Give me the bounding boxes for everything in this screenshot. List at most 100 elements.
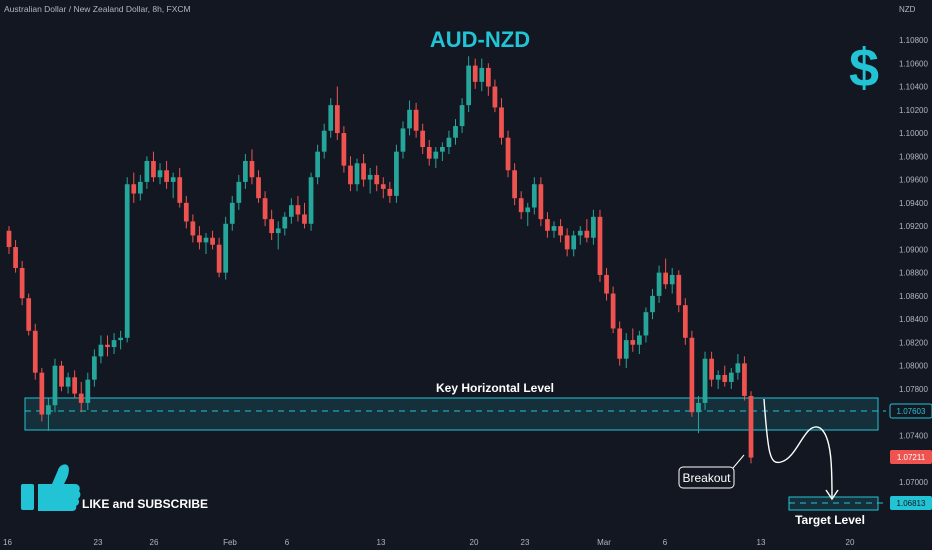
y-tick-label: 1.09800 (899, 152, 928, 161)
candle (440, 142, 445, 161)
candle (643, 307, 649, 343)
candle (13, 240, 18, 273)
candle-body (183, 202, 189, 222)
candle (380, 177, 386, 199)
candle (243, 153, 248, 189)
candle-body (551, 226, 557, 231)
candle (262, 191, 268, 227)
candle (229, 195, 235, 231)
candle-body (105, 344, 110, 348)
candle-body (709, 358, 714, 380)
candle (591, 209, 596, 245)
candle-body (65, 377, 71, 387)
projected-path (763, 398, 833, 498)
candle-body (151, 160, 156, 178)
candle-body (19, 267, 25, 299)
candle-body (433, 151, 439, 159)
candle-body (400, 128, 406, 152)
candle (466, 56, 472, 113)
candle (32, 323, 38, 380)
candle-body (485, 67, 491, 87)
candle (400, 121, 406, 159)
candle (702, 351, 708, 410)
candle-body (78, 393, 84, 403)
candle-body (111, 340, 117, 348)
candle-body (59, 365, 64, 387)
candle (131, 172, 137, 203)
y-tick-label: 1.09600 (899, 176, 928, 185)
candle (275, 221, 281, 250)
candle (676, 270, 682, 313)
candle (164, 160, 169, 189)
candle-body (577, 230, 583, 236)
candle (689, 330, 695, 417)
breakout-callout[interactable] (678, 466, 735, 489)
candle-body (669, 274, 675, 285)
candle (512, 163, 517, 206)
candle-body (334, 105, 340, 134)
candle-body (302, 214, 307, 224)
candle (157, 163, 163, 185)
candle (604, 267, 609, 301)
candle-body (387, 188, 393, 196)
key-level-zone[interactable] (24, 397, 879, 431)
price-axis[interactable]: 1.10800 1.10600 1.10400 1.10200 1.10000 1.098… (899, 36, 928, 487)
candle (39, 368, 45, 422)
y-tick-label: 1.09000 (899, 245, 928, 254)
candle (65, 372, 71, 394)
thumbs-up-icon[interactable] (21, 464, 81, 511)
candle-body (617, 328, 623, 359)
candle-body (348, 165, 353, 185)
candle-body (492, 86, 498, 108)
candle (623, 333, 629, 369)
candle (52, 358, 58, 413)
candle-body (656, 272, 662, 296)
price-label-key-level: 1.07603 (889, 403, 932, 419)
candle-body (518, 198, 524, 213)
candle-body (229, 202, 235, 224)
candle (118, 330, 123, 350)
candle-body (124, 184, 130, 338)
candle-body (223, 223, 229, 273)
candle (223, 216, 229, 280)
x-tick-label: 13 (757, 538, 766, 547)
y-tick-label: 1.08400 (899, 315, 928, 324)
candle (348, 156, 353, 192)
candle (545, 212, 550, 238)
candle-body (545, 219, 550, 231)
candle-body (650, 295, 655, 313)
price-label-current: 1.07211 (890, 450, 932, 464)
target-level-label: Target Level (795, 513, 865, 527)
candle-body (315, 151, 320, 178)
time-axis[interactable]: 16 23 26 Feb 6 13 20 23 Mar 6 13 20 (3, 538, 855, 547)
candle-body (341, 133, 347, 166)
candle-body (32, 330, 38, 373)
candle-body (571, 235, 577, 250)
x-tick-label: 23 (521, 538, 530, 547)
candle (499, 98, 504, 145)
candle (26, 293, 32, 336)
candle (295, 195, 301, 222)
candle-body (118, 337, 123, 341)
candle (407, 100, 412, 136)
candle-body (499, 107, 504, 138)
candle (696, 395, 701, 434)
candle (236, 174, 242, 210)
y-tick-label: 1.10800 (899, 36, 928, 45)
candle (197, 226, 202, 250)
candle-body (735, 363, 741, 373)
candle-body (394, 151, 399, 196)
candle (610, 286, 616, 334)
candle (597, 209, 603, 282)
breakout-pointer (732, 454, 745, 469)
candle-body (742, 363, 747, 396)
y-tick-label: 1.08200 (899, 338, 928, 347)
candle-body (236, 181, 242, 203)
candle-body (479, 67, 485, 82)
candle (190, 214, 196, 243)
candle (111, 333, 117, 355)
candle-body (380, 184, 386, 189)
candle (453, 119, 458, 145)
candle (374, 165, 380, 192)
